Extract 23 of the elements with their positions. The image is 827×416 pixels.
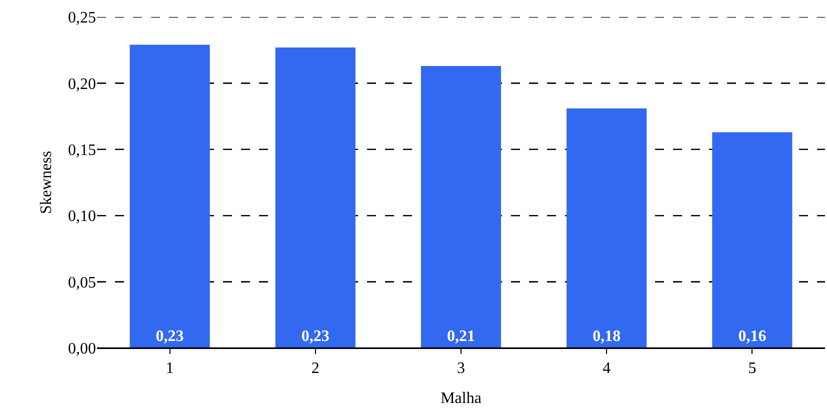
data-label: 0,16	[738, 328, 766, 345]
bar	[566, 108, 647, 348]
x-tick-label: 3	[457, 360, 465, 378]
y-tick-label: 0,20	[68, 76, 96, 93]
y-tick-label: 0,25	[68, 10, 96, 27]
bar	[275, 47, 356, 348]
x-tick-label: 1	[166, 360, 174, 378]
x-tick-label: 4	[602, 360, 611, 378]
y-tick-label: 0,10	[68, 208, 96, 226]
data-label: 0,23	[301, 328, 330, 345]
x-tick-label: 2	[311, 360, 320, 378]
data-label: 0,21	[447, 328, 475, 345]
y-tick-label: 0,05	[68, 274, 96, 292]
bar	[712, 132, 792, 348]
x-tick-label: 5	[748, 360, 756, 378]
y-tick-label: 0,00	[68, 340, 96, 358]
bar	[420, 66, 502, 348]
bar	[130, 44, 210, 348]
data-label: 0,18	[592, 328, 621, 345]
y-tick-label: 0,15	[68, 142, 96, 159]
y-axis-title: Skewness	[38, 150, 55, 214]
x-axis-title: Malha	[440, 390, 482, 407]
data-label: 0,23	[156, 328, 184, 345]
